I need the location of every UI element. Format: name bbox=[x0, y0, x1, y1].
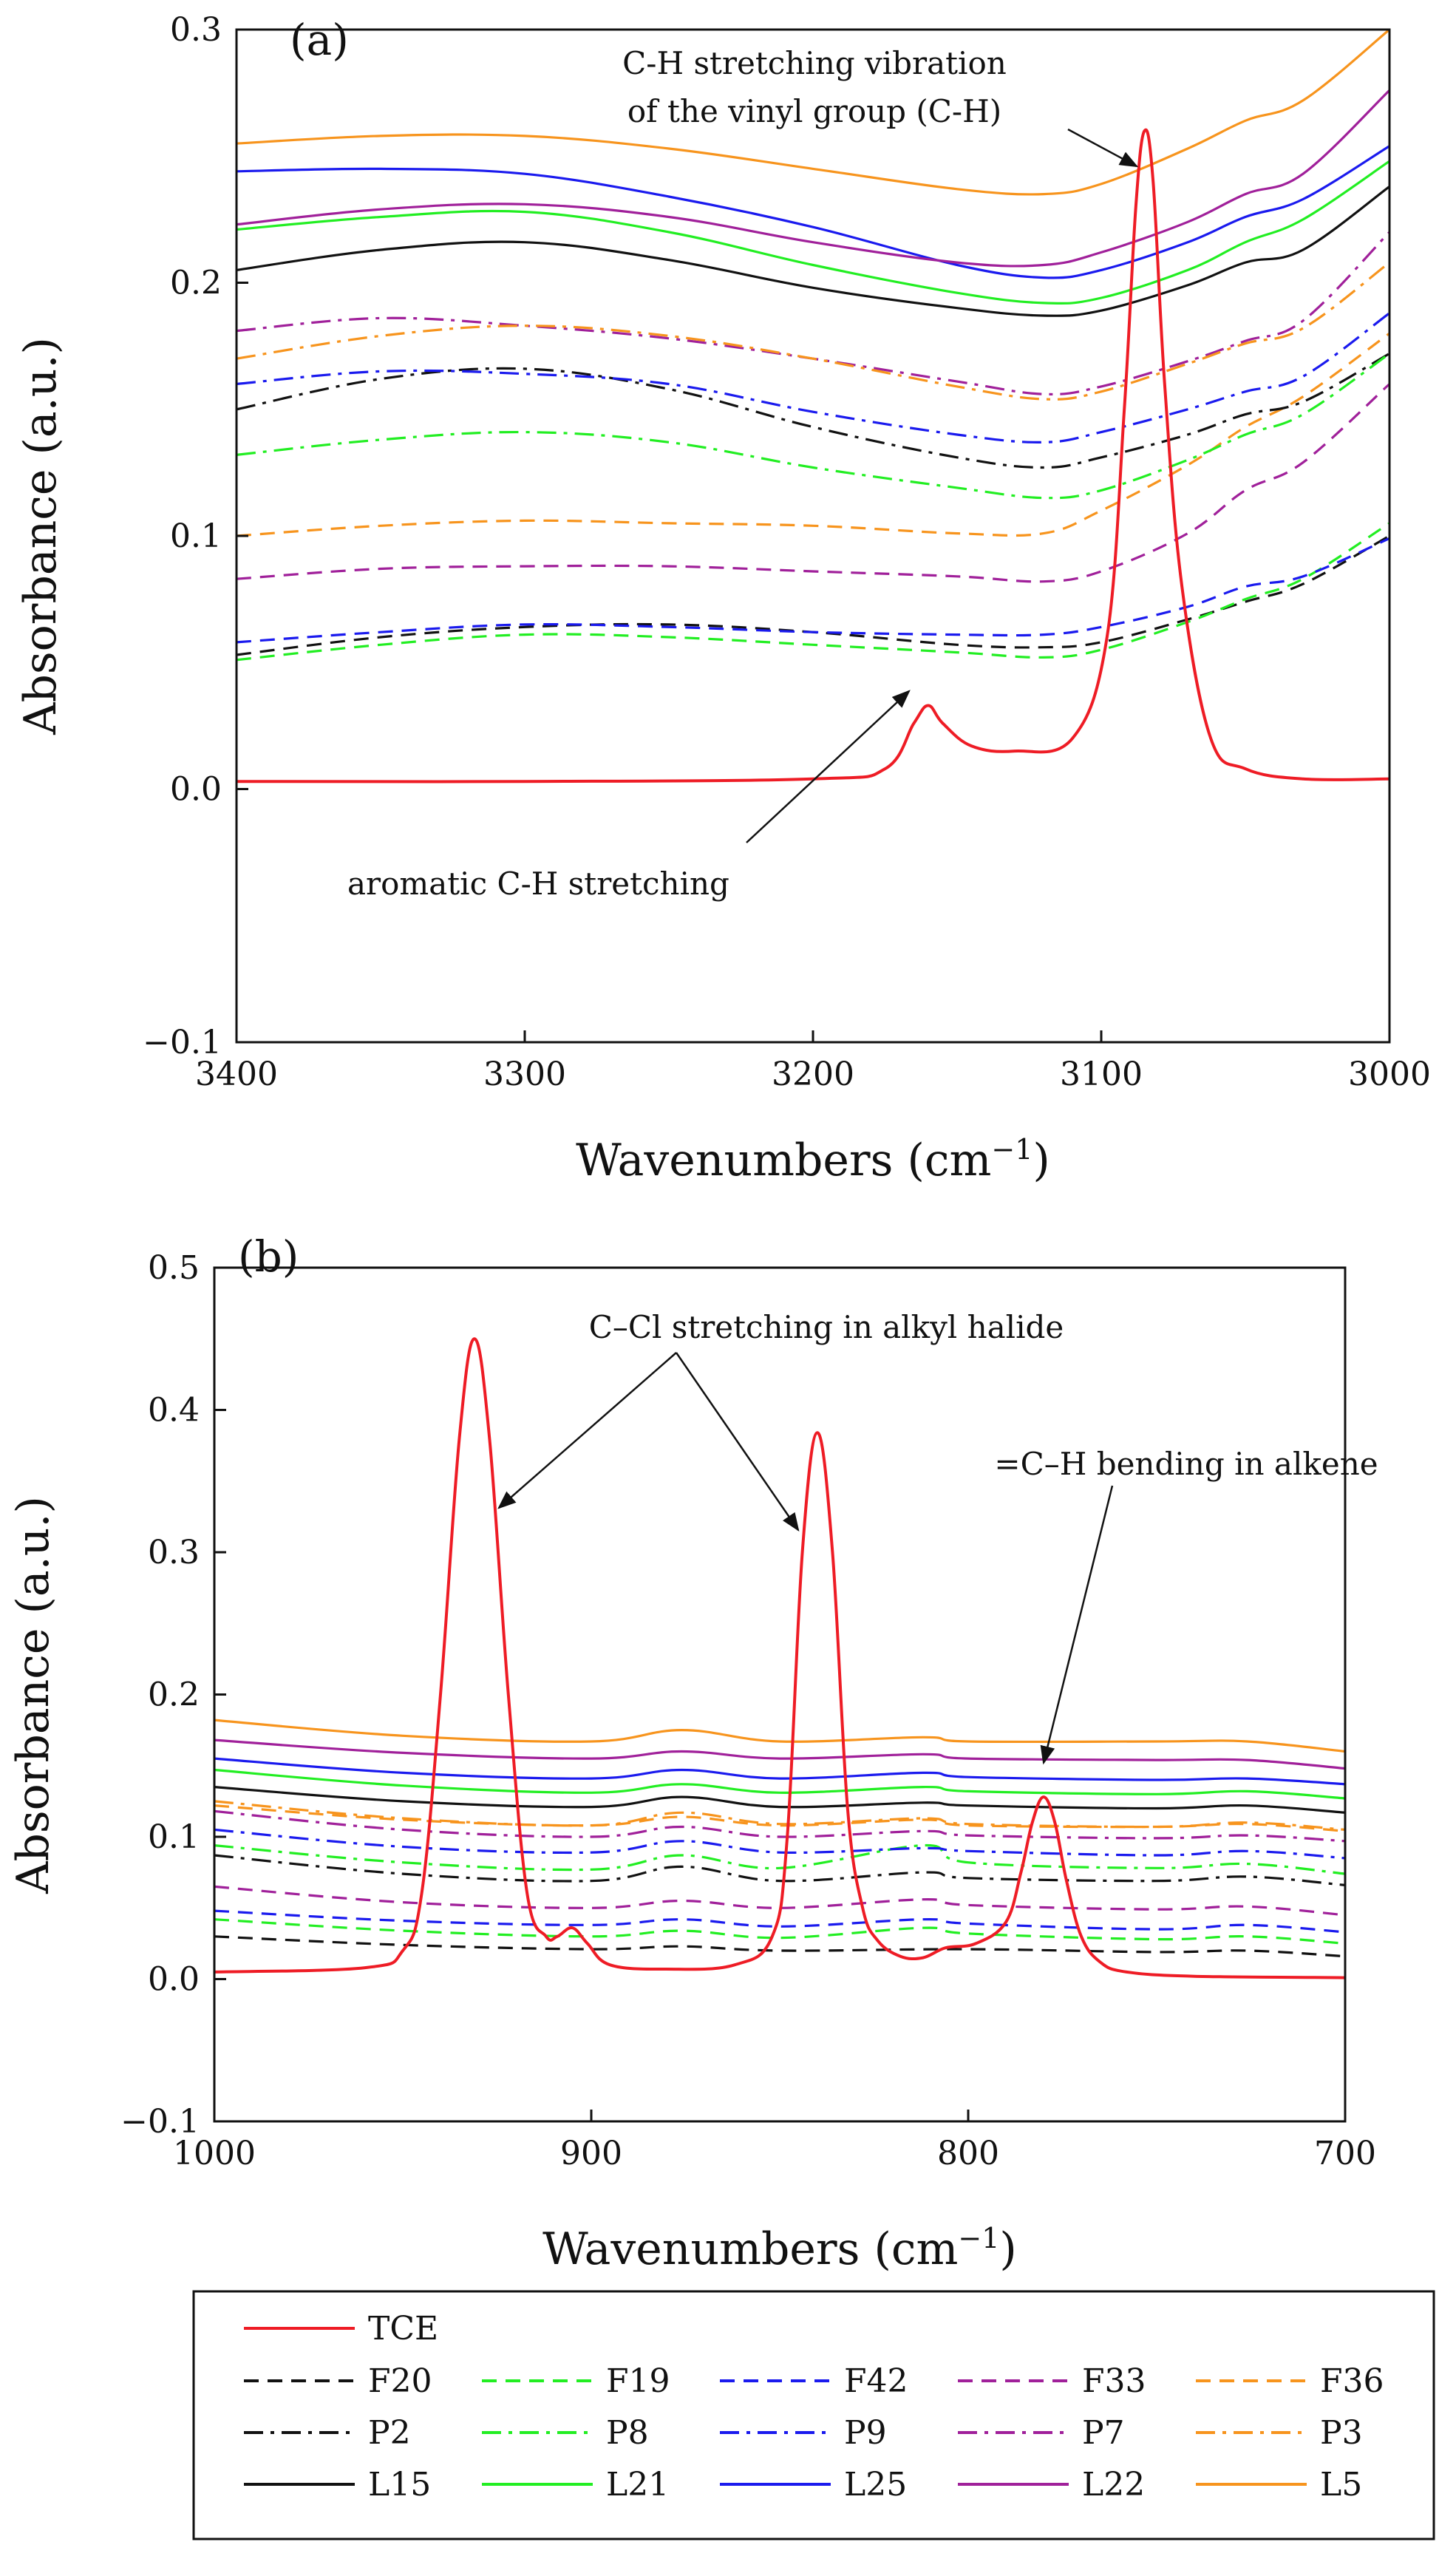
legend-label-p8: P8 bbox=[606, 2414, 649, 2452]
legend-label-f20: F20 bbox=[368, 2362, 432, 2400]
panel-a-annotation-aromatic-arrow bbox=[746, 690, 911, 843]
legend-label-p2: P2 bbox=[368, 2414, 411, 2452]
panel-b-series-f20 bbox=[214, 1935, 1346, 1958]
panel-b-annotation-ccl-arrow-left bbox=[497, 1352, 677, 1509]
legend-label-l22: L22 bbox=[1082, 2466, 1145, 2504]
panel-b-y-axis-title: Absorbance (a.u.) bbox=[7, 1496, 59, 1894]
panel-b-annotation-ccl-arrow-right bbox=[675, 1352, 800, 1532]
legend-label-p7: P7 bbox=[1082, 2414, 1125, 2452]
panel-a-series-p9 bbox=[236, 312, 1390, 443]
legend-label-f36: F36 bbox=[1320, 2362, 1384, 2400]
legend-label-l25: L25 bbox=[844, 2466, 907, 2504]
panel-b-y-tick-label: 0.2 bbox=[148, 1676, 200, 1714]
panel-a-series-tce bbox=[236, 128, 1390, 784]
panel-a-series-l15 bbox=[236, 186, 1390, 317]
panel-b-y-tick-label: 0.3 bbox=[148, 1534, 200, 1571]
panel-a-y-axis-title: Absorbance (a.u.) bbox=[15, 337, 67, 735]
panel-a-y-tick-label: 0.2 bbox=[170, 265, 222, 302]
panel-a-series-p3 bbox=[236, 261, 1390, 401]
panel-a-x-tick-label: 3200 bbox=[772, 1056, 854, 1093]
panel-b-x-axis-title: Wavenumbers (cm−1) bbox=[542, 2222, 1017, 2275]
panel-a-annotation-aromatic: aromatic C-H stretching bbox=[347, 866, 729, 902]
panel-a-series-group bbox=[236, 28, 1391, 784]
legend-box bbox=[192, 2290, 1435, 2540]
panel-a-x-tick-label: 3000 bbox=[1348, 1056, 1431, 1093]
panel-b-series-f42 bbox=[214, 1909, 1346, 1934]
panel-b-series-f36 bbox=[214, 1804, 1346, 1832]
panel-b-series-p9 bbox=[214, 1828, 1346, 1860]
panel-b-series-p7 bbox=[214, 1809, 1346, 1843]
legend: TCE F20 F19 F42 F33 F36 P2 P8 P9 P7 P3 L15 L21 L25 L22… bbox=[192, 2290, 1435, 2540]
panel-a-series-f19 bbox=[236, 522, 1390, 662]
panel-b-series-tce bbox=[214, 1337, 1346, 1979]
panel-b-y-tick-label: −0.1 bbox=[120, 2103, 200, 2141]
panel-b-series-l21 bbox=[214, 1768, 1346, 1800]
panel-b-annotation-ch-bending-arrow bbox=[1040, 1485, 1114, 1765]
panel-a-series-p7 bbox=[236, 231, 1391, 396]
panel-b-y-tick-label: 0.4 bbox=[148, 1392, 200, 1430]
panel-b-y-tick-label: 0.0 bbox=[148, 1961, 200, 1999]
panel-b-y-tick-label: 0.5 bbox=[148, 1249, 200, 1287]
panel-a-chart: (a) 0.3 0.2 0.1 0.0 −0.1 3400 3300 3200 3100 300… bbox=[15, 11, 1431, 1186]
panel-a-series-f33 bbox=[236, 383, 1391, 583]
legend-label-l15: L15 bbox=[368, 2466, 431, 2504]
panel-b-series-l15 bbox=[214, 1786, 1346, 1814]
panel-b-series-l25 bbox=[214, 1757, 1346, 1786]
legend-label-l21: L21 bbox=[606, 2466, 669, 2504]
panel-b-annotation-ch-bending: =C–H bending in alkene bbox=[994, 1446, 1378, 1482]
panel-b-plot-frame bbox=[213, 1266, 1347, 2123]
legend-label-p9: P9 bbox=[844, 2414, 887, 2452]
panel-a-series-p2 bbox=[236, 353, 1390, 469]
panel-a-x-tick-label: 3300 bbox=[483, 1056, 566, 1093]
panel-a-series-f36 bbox=[236, 332, 1390, 537]
panel-b-series-group bbox=[214, 1337, 1346, 1979]
panel-a-annotation-vinyl-line2: of the vinyl group (C-H) bbox=[627, 93, 1001, 129]
panel-a-y-tick-label: 0.1 bbox=[170, 517, 222, 555]
panel-b-label: (b) bbox=[238, 1231, 299, 1282]
panel-a-y-tick-label: −0.1 bbox=[143, 1024, 222, 1061]
panel-b-series-p3 bbox=[214, 1800, 1346, 1831]
panel-a-series-f20 bbox=[236, 534, 1390, 656]
panel-a-annotation-vinyl-line1: C-H stretching vibration bbox=[622, 45, 1007, 81]
panel-a-series-l5 bbox=[236, 28, 1391, 196]
panel-a-y-tick-label: 0.3 bbox=[170, 11, 222, 49]
panel-b-annotation-ccl: C–Cl stretching in alkyl halide bbox=[589, 1309, 1064, 1345]
panel-a-x-axis-title: Wavenumbers (cm−1) bbox=[576, 1133, 1050, 1186]
panel-b-series-p2 bbox=[214, 1854, 1346, 1886]
legend-label-f42: F42 bbox=[844, 2362, 908, 2400]
panel-b-series-f19 bbox=[214, 1918, 1346, 1945]
panel-b-x-tick-label: 1000 bbox=[173, 2135, 256, 2172]
panel-b-x-tick-label: 800 bbox=[937, 2135, 999, 2172]
panel-a-series-l21 bbox=[236, 160, 1390, 305]
panel-b-y-tick-label: 0.1 bbox=[148, 1818, 200, 1856]
panel-a-label: (a) bbox=[290, 15, 349, 65]
panel-b-series-l5 bbox=[214, 1719, 1346, 1753]
panel-a-annotation-vinyl-arrow bbox=[1067, 128, 1139, 168]
panel-a-y-tick-label: 0.0 bbox=[170, 771, 222, 809]
panel-b-chart: (b) 0.5 0.4 0.3 0.2 0.1 0.0 −0.1 1000 900 800 700… bbox=[7, 1231, 1378, 2275]
legend-label-f19: F19 bbox=[606, 2362, 670, 2400]
panel-b-series-f33 bbox=[214, 1885, 1346, 1917]
panel-b-x-tick-label: 700 bbox=[1314, 2135, 1376, 2172]
panel-a-series-l22 bbox=[236, 89, 1391, 268]
panel-b-series-l22 bbox=[214, 1738, 1346, 1770]
legend-label-f33: F33 bbox=[1082, 2362, 1146, 2400]
panel-a-series-f42 bbox=[236, 537, 1390, 644]
panel-a-series-p8 bbox=[236, 353, 1390, 500]
panel-a-x-tick-label: 3100 bbox=[1060, 1056, 1143, 1093]
legend-label-tce: TCE bbox=[368, 2310, 438, 2348]
legend-label-l5: L5 bbox=[1320, 2466, 1362, 2504]
panel-b-x-tick-label: 900 bbox=[560, 2135, 622, 2172]
legend-label-p3: P3 bbox=[1320, 2414, 1363, 2452]
panel-b-series-p8 bbox=[214, 1843, 1346, 1875]
panel-a-x-tick-label: 3400 bbox=[195, 1056, 278, 1093]
